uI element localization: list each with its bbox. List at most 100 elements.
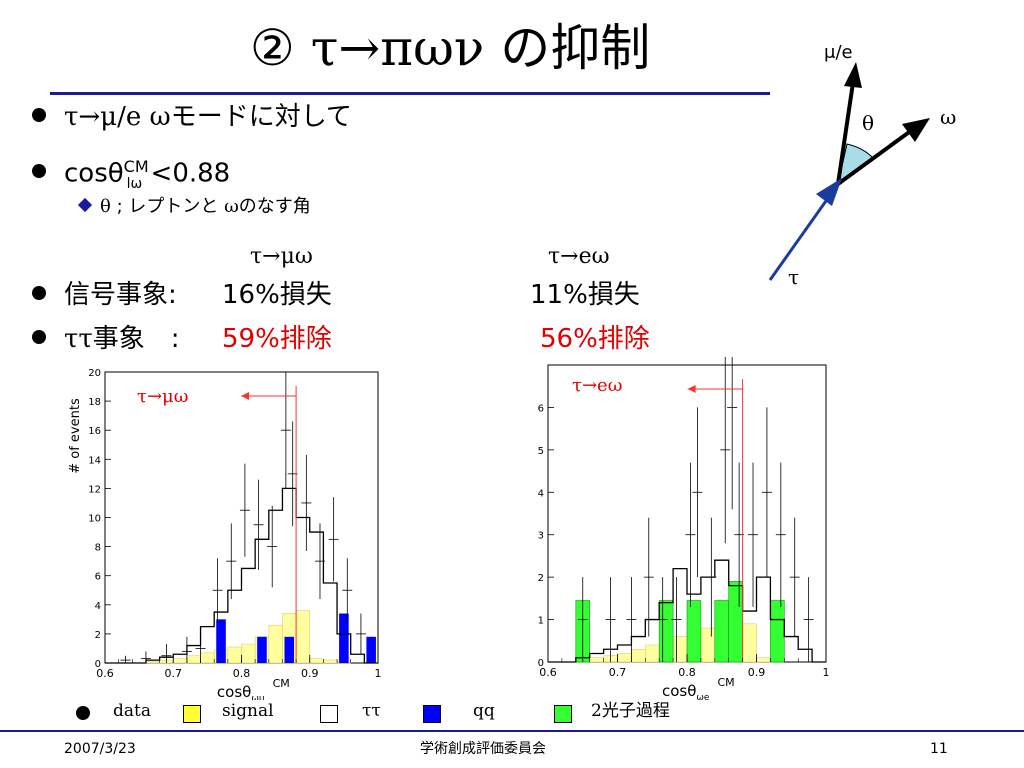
y-tick-label: 5 [538,446,544,457]
decay-angle-diagram: μ/e ω θ τ [768,42,956,289]
signal-bar [200,652,215,664]
footer-rule [0,730,1024,732]
legend-signal-swatch [183,705,201,723]
y-axis-label: # of events [68,398,83,474]
signal-bar [309,658,324,664]
bullet-dot [32,285,46,300]
qq-bar [284,636,295,663]
qq-bar [339,613,349,663]
twophoton-bar [658,600,674,663]
qq-bar [257,636,267,663]
twophoton-bar [728,581,743,663]
qq-bar [216,619,226,663]
tautau-step-line [105,487,378,664]
bullet-cut-sup: CM [123,157,149,176]
signal-bar [672,636,688,663]
legend-tautau-swatch [320,705,338,723]
bullet-dot [32,329,46,344]
signal-bar [186,655,201,664]
qq-bar [366,636,376,663]
label-mu-e: μ/e [824,42,853,63]
title-underline [50,92,770,95]
slide-title: ② τ→πων の抑制 [250,18,650,78]
signal-bar [145,661,160,664]
y-tick-label: 6 [95,572,101,583]
title-number: ② [250,19,295,77]
label-omega: ω [940,105,956,129]
signal-bar [268,624,283,664]
cut-arrowhead [241,392,250,400]
x-axis-label: cosθωeCM [662,676,735,700]
signal-bar [589,657,604,663]
x-tick-label: 0.8 [233,667,251,680]
y-tick-label: 0 [538,658,544,669]
signal-row: 信号事象: [32,278,177,312]
legend-signal-label: signal [222,701,274,721]
omega-arrowhead [902,118,930,142]
x-axis-label: cosθωμCM [217,677,290,700]
x-tick-label: 1 [375,667,382,680]
sub-bullet-omega: ω [224,196,239,217]
x-tick-label: 0.6 [96,667,114,680]
mu-e-line [836,75,856,185]
tautau-step-line [548,559,826,663]
sub-bullet-diamond [77,197,93,213]
legend-tautau-label: ττ [362,701,381,721]
bullet-mode-text: モードに対して [170,102,352,132]
tautau-mu-value: 59%排除 [222,324,332,354]
signal-bar [241,643,256,664]
cut-arrowhead [687,385,696,393]
bullet-cut: cosθCMlω <0.88 [32,150,230,201]
bullet-dot [32,164,46,179]
y-tick-label: 16 [88,426,101,437]
title-text: の抑制 [484,19,651,77]
signal-bar [631,648,646,663]
y-tick-label: 18 [88,397,101,408]
bullet-mode-symbol: τ→μ/e ω [64,102,171,132]
footer-date: 2007/3/23 [64,741,136,757]
y-tick-label: 12 [88,484,101,495]
column-header-e: τ→eω [548,244,610,269]
tau-arrowhead [816,178,842,206]
x-tick-label: 0.7 [609,666,627,679]
label-theta: θ [862,111,874,135]
signal-bar [295,610,311,664]
bullet-dot [32,107,46,122]
footer-page: 11 [930,741,948,757]
signal-e-value: 11%損失 [530,280,640,310]
y-tick-label: 20 [88,368,101,379]
y-tick-label: 3 [538,531,544,542]
signal-bar [700,627,716,663]
y-tick-label: 6 [538,403,544,414]
mu-e-arrowhead [844,62,862,88]
column-header-mu: τ→μω [250,244,313,269]
tautau-row-symbol: ττ [64,324,93,354]
signal-bar [617,653,632,663]
legend-qq-swatch [423,705,441,723]
twophoton-bar [686,600,702,663]
legend: data signal ττ qq 2光子過程 [70,700,710,726]
sub-bullet-text2: のなす角 [238,196,311,217]
tautau-row-label: 事象 : [92,324,180,354]
legend-twophoton-swatch [554,705,572,723]
title-formula: τ→πων [310,19,485,77]
y-tick-label: 2 [95,630,101,641]
x-tick-label: 0.9 [748,666,766,679]
signal-bar [742,623,757,663]
tautau-e-value: 56%排除 [540,324,650,354]
tautau-row: ττ事象 : [32,322,180,356]
y-tick-label: 10 [88,514,101,525]
x-tick-label: 0.7 [165,667,183,680]
y-tick-label: 4 [538,488,544,499]
sub-bullet-theta: θ [100,196,111,217]
omega-line [836,128,914,186]
signal-bar [323,659,338,664]
bullet-cut-rest: <0.88 [142,158,231,189]
legend-data-marker [76,706,90,720]
twophoton-bar [770,600,785,663]
y-tick-label: 0 [95,659,101,670]
y-tick-label: 14 [88,455,101,466]
footer-center: 学術創成評価委員会 [420,741,546,757]
plot-title: τ→eω [572,375,622,396]
histogram-mu: 0 2 4 6 8 10 12 14 16 18 20 0.6 0.7 0.8 0.9 1 cosθωμCM # … [68,368,382,700]
